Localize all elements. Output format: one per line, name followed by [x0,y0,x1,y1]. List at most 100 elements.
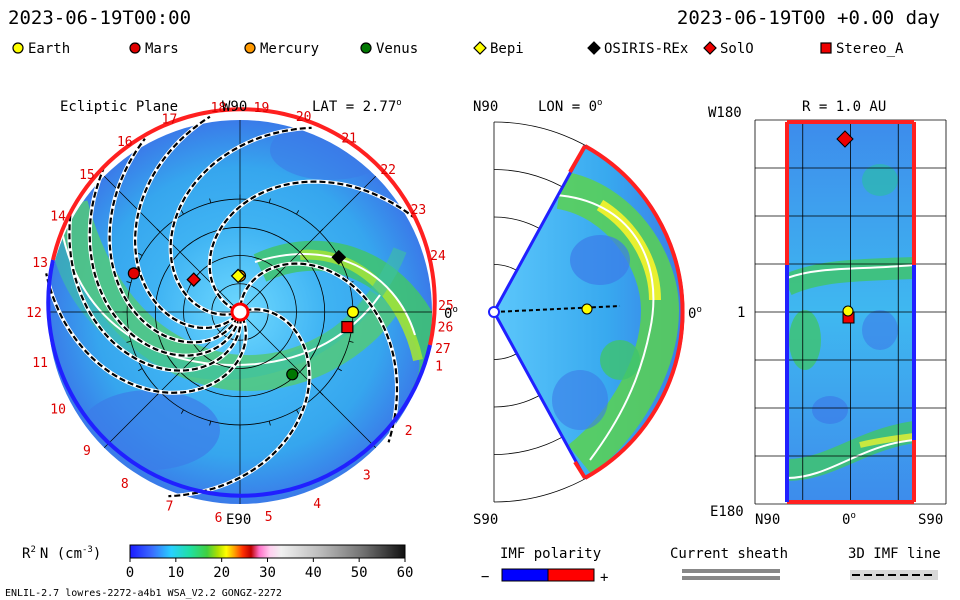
colorbar-label: R2 N (cm-3) [22,545,101,562]
rotation-number-14: 14 [50,209,66,224]
rotation-number-27: 27 [435,342,451,357]
rotation-number-8: 8 [121,477,129,492]
legend-marker-stereo-a [820,42,832,54]
colorbar-tick-label-40: 40 [305,565,322,581]
ecliptic-marker-venus [286,368,299,381]
meridional-earth-marker [581,303,593,315]
imf-line-0 [239,262,399,443]
rotation-number-23: 23 [411,203,427,218]
r-surface-title: R = 1.0 AU [802,99,886,115]
ecliptic-title: Ecliptic Plane [60,99,178,115]
rotation-number-12: 12 [26,306,42,321]
ecliptic-imf-lines [44,115,415,499]
colorbar-tick-label-10: 10 [167,565,184,581]
ecliptic-grid-tick-105 [209,198,212,204]
legend-marker-mercury [244,42,256,54]
ecliptic-lat-label: LAT = 2.77o [312,98,402,115]
legend-label-venus: Venus [376,41,418,57]
rotation-number-3: 3 [363,468,371,483]
imf-polarity-key: IMF polarity − + [481,546,608,586]
meridional-edge-south-tip [573,460,587,480]
meridional-rim [584,144,685,480]
r-surface-panel: W180 R = 1.0 AU 1 E180 N90 0o S90 [708,99,947,528]
ecliptic-top-label: W90 [222,99,247,115]
ecliptic-marker-solo [186,272,202,287]
imf-line-2 [169,126,312,316]
meridional-panel: N90 LON = 0o S90 0o [473,98,702,528]
ecliptic-bottom-label: E90 [226,512,251,528]
rotation-number-10: 10 [50,403,66,418]
ecliptic-grid-tick-75 [268,198,271,204]
imf-line-5 [88,168,241,357]
r-surface-density-field [787,164,914,481]
legend-marker-venus [360,42,372,54]
r-surface-middle-label: 1 [737,305,745,321]
ecliptic-grid-tick-135 [156,228,161,233]
ecliptic-marker-bepi [230,268,246,284]
meridional-sun [488,306,500,318]
legend-marker-bepi [473,41,487,55]
rotation-number-4: 4 [313,497,321,512]
imf-line-label: 3D IMF line [848,546,941,562]
legend-marker-osiris-rex [587,41,601,55]
imf-polarity-plus: + [600,570,608,586]
r-surface-earth-marker [842,305,854,317]
model-footer: ENLIL-2.7 lowres-2272-a4b1 WSA_V2.2 GONG… [5,588,282,599]
imf-line-1 [208,180,414,311]
meridional-density-field [552,171,680,475]
rotation-number-19: 19 [254,101,270,116]
ecliptic-grid-tick-285 [268,420,271,426]
ecliptic-grid-tick-345 [348,340,354,343]
ecliptic-bodies [127,249,360,381]
imf-polarity-label: IMF polarity [500,546,601,562]
ecliptic-marker-earth [346,305,360,319]
meridional-edge-south [492,311,587,479]
ecliptic-grid-tick-165 [126,281,132,284]
colorbar-tick-label-20: 20 [213,565,230,581]
ecliptic-rim-positive [51,107,437,346]
colorbar-ramp [129,544,406,559]
ecliptic-grid-tick-255 [209,420,212,426]
r-surface-top-label: W180 [708,105,742,121]
rotation-number-21: 21 [341,131,357,146]
imf-polarity-negative-swatch [501,568,549,582]
meridional-bottom-label: S90 [473,512,498,528]
ecliptic-grid-tick-315 [319,391,324,396]
ecliptic-grid-tick-195 [126,340,132,343]
rotation-number-15: 15 [79,168,95,183]
imf-polarity-minus: − [481,569,489,585]
imf-line-key: 3D IMF line [848,546,941,580]
rotation-number-25: 25 [438,299,454,314]
rotation-number-7: 7 [166,500,174,515]
rotation-number-20: 20 [296,110,312,125]
current-sheath-key: Current sheath [670,546,788,580]
header-right-time: 2023-06-19T00 +0.00 day [677,7,940,29]
ecliptic-right-label: 0o [444,305,458,322]
body-legend: Earth Mars Mercury Venus Bepi OSIRIS-REx SolO S… [12,41,904,57]
rotation-number-2: 2 [405,424,413,439]
ecliptic-grid-tick-240 [180,409,184,414]
imf-line-6 [68,209,242,372]
r-surface-x-tick-zero: 0o [842,511,856,528]
ecliptic-grid-tick-210 [138,368,143,372]
rotation-number-13: 13 [32,256,48,271]
rotation-number-16: 16 [117,135,133,150]
meridional-title: LON = 0o [538,98,602,115]
rotation-number-24: 24 [430,249,446,264]
colorbar-tick-label-30: 30 [259,565,276,581]
legend-label-earth: Earth [28,41,70,57]
r-surface-x-tick-s90: S90 [918,512,943,528]
r-surface-bottom-label: E180 [710,504,744,520]
ecliptic-rim-negative [46,259,432,498]
r-surface-x-tick-n90: N90 [755,512,780,528]
colorbar-tick-label-60: 60 [397,565,414,581]
ecliptic-marker-mars [127,267,140,280]
legend-label-bepi: Bepi [490,41,524,57]
legend-label-osiris-rex: OSIRIS-REx [604,41,688,57]
density-colorbar: R2 N (cm-3) 0 10 20 30 40 50 60 [22,544,414,581]
ecliptic-grid-tick-120 [180,210,184,215]
ecliptic-grid-tick-45 [319,228,324,233]
r-surface-solo-marker [836,130,854,148]
